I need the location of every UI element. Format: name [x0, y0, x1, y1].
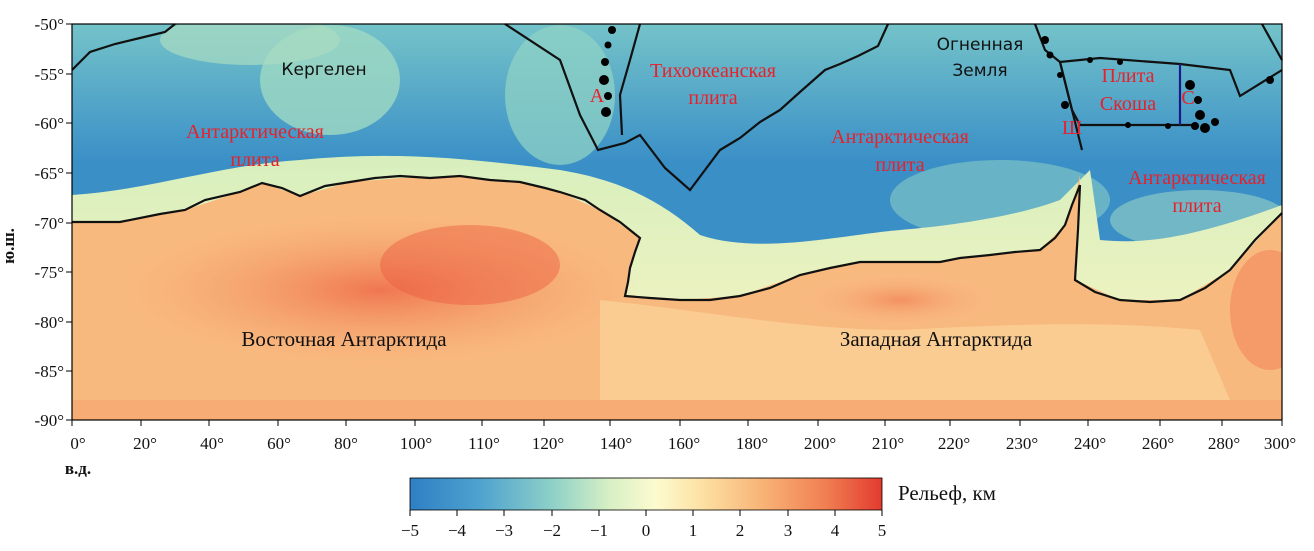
- colorbar-tick: −3: [495, 521, 513, 540]
- lat-tick: -85°: [35, 362, 64, 381]
- colorbar-tick: −1: [590, 521, 608, 540]
- lon-tick: 160°: [668, 434, 700, 453]
- lon-tick: 60°: [267, 434, 291, 453]
- lon-tick: 280°: [1208, 434, 1240, 453]
- colorbar-tick: 4: [831, 521, 840, 540]
- region-labels: Кергелен Огненная Земля Антарктическая п…: [186, 35, 1266, 351]
- lat-tick: -60°: [35, 114, 64, 133]
- plot-frame: [71, 23, 1283, 421]
- label-kerguelen: Кергелен: [281, 60, 366, 80]
- label-letter-s: С: [1181, 87, 1194, 109]
- boundary-lines: [71, 23, 1283, 304]
- scotia-north: [1059, 56, 1283, 98]
- lon-tick: 260°: [1142, 434, 1174, 453]
- label-antarctic-plate-left-line2: плита: [230, 149, 279, 171]
- label-antarctic-plate-right-line2: плита: [1172, 195, 1221, 217]
- lon-axis: 0° 20° 40° 60° 80° 100° 110° 120° 140° 1…: [65, 420, 1296, 478]
- colorbar-tick: −2: [543, 521, 561, 540]
- antarctic-coastline-main: [72, 174, 1082, 302]
- lat-tick: -70°: [35, 214, 64, 233]
- lon-tick: 210°: [872, 434, 904, 453]
- lon-tick: 300°: [1264, 434, 1296, 453]
- ridge-left: [71, 23, 176, 71]
- label-scotia-plate-line1: Плита: [1102, 65, 1155, 87]
- lon-tick: 220°: [938, 434, 970, 453]
- colorbar-title: Рельеф, км: [898, 481, 996, 505]
- colorbar-tick: 1: [689, 521, 698, 540]
- colorbar-tick: −4: [448, 521, 467, 540]
- scotia-west: [1058, 61, 1084, 151]
- colorbar-tick: 0: [642, 521, 651, 540]
- lat-tick: -50°: [35, 15, 64, 34]
- lon-axis-title: в.д.: [65, 459, 91, 478]
- pacific-boundary: [504, 23, 890, 192]
- label-antarctic-plate-mid-line2: плита: [875, 154, 924, 176]
- label-fire-land-line1: Огненная: [937, 35, 1024, 55]
- lon-tick: 200°: [804, 434, 836, 453]
- colorbar-gradient: [409, 477, 883, 511]
- colorbar-tick: −5: [401, 521, 419, 540]
- lat-axis: -50° -55° -60° -65° -70° -75° -80° -85° …: [0, 15, 72, 430]
- colorbar-tick: 2: [736, 521, 745, 540]
- lon-tick: 120°: [532, 434, 564, 453]
- lon-tick: 80°: [334, 434, 358, 453]
- lon-tick: 100°: [400, 434, 432, 453]
- colorbar-tick: 5: [878, 521, 887, 540]
- lat-tick: -65°: [35, 164, 64, 183]
- colorbar-tick: 3: [784, 521, 793, 540]
- label-east-antarctica: Восточная Антарктида: [241, 327, 447, 351]
- label-pacific-plate-line2: плита: [688, 87, 737, 109]
- lat-axis-title: ю.ш.: [0, 228, 18, 264]
- lat-tick: -75°: [35, 263, 64, 282]
- lon-tick: 0°: [70, 434, 85, 453]
- label-scotia-plate-line2: Скоша: [1100, 93, 1156, 115]
- lat-tick: -90°: [35, 411, 64, 430]
- label-fire-land-line2: Земля: [952, 61, 1007, 81]
- ridge-right: [1261, 23, 1283, 61]
- label-pacific-plate-line1: Тихоокеанская: [650, 60, 776, 82]
- label-west-antarctica: Западная Антарктида: [840, 327, 1033, 351]
- label-antarctic-plate-left-line1: Антарктическая: [186, 121, 324, 143]
- lon-tick: 240°: [1074, 434, 1106, 453]
- lat-tick: -55°: [35, 65, 64, 84]
- label-antarctic-plate-right-line1: Антарктическая: [1128, 167, 1266, 189]
- lon-tick: 140°: [600, 434, 632, 453]
- label-letter-sh: Ш: [1062, 117, 1082, 139]
- lon-tick: 230°: [1006, 434, 1038, 453]
- lat-tick: -80°: [35, 313, 64, 332]
- lon-tick: 110°: [468, 434, 500, 453]
- lon-tick: 20°: [133, 434, 157, 453]
- label-letter-a: А: [590, 85, 605, 107]
- seismic-dots: [599, 26, 1274, 133]
- antarctic-coastline-east: [1073, 184, 1283, 304]
- colorbar: −5 −4 −3 −2 −1 0 1 2 3 4 5 Рельеф, км: [401, 477, 996, 540]
- ridge-a: [618, 23, 642, 136]
- relief-layers: [72, 24, 1282, 420]
- label-antarctic-plate-mid-line1: Антарктическая: [831, 126, 969, 148]
- fire-land-coast: [1033, 23, 1061, 63]
- lon-tick: 180°: [736, 434, 768, 453]
- lon-tick: 40°: [200, 434, 224, 453]
